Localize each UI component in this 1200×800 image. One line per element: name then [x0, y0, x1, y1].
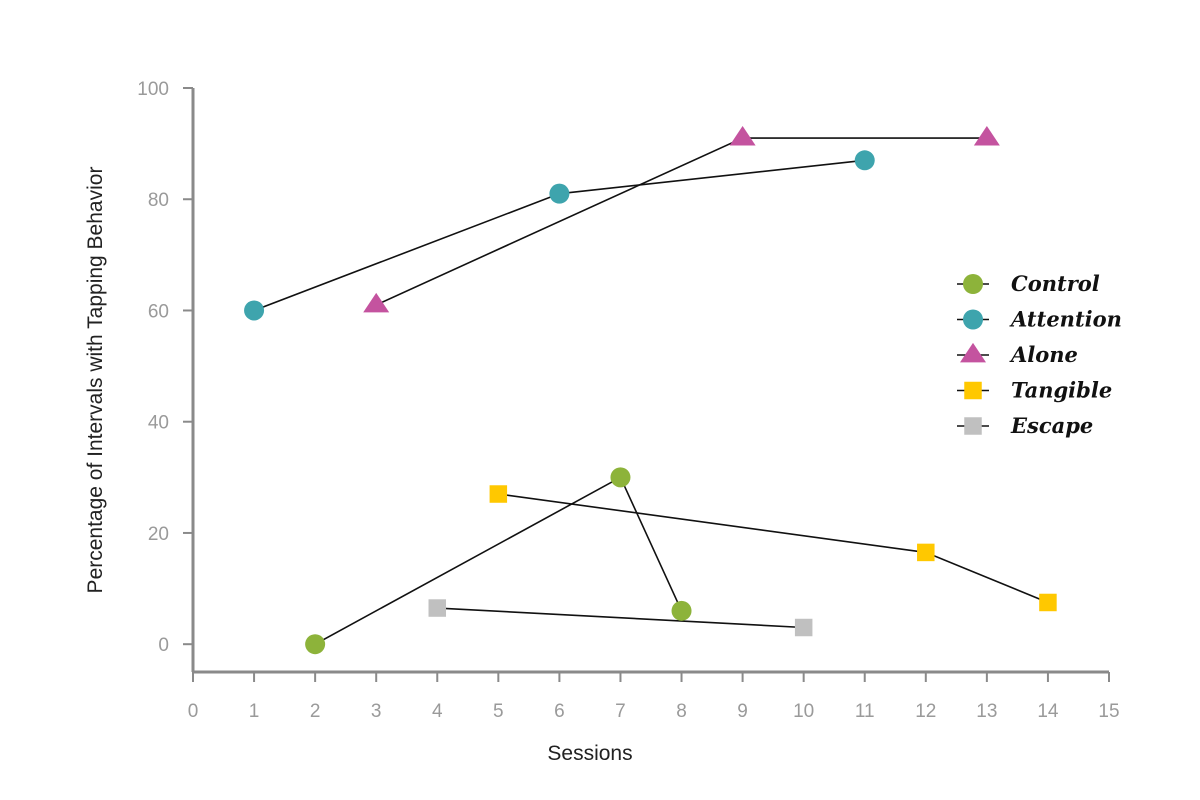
- data-point-tangible: [489, 485, 508, 503]
- legend-marker-escape: [964, 417, 982, 435]
- legend-label-alone: Alone: [1009, 342, 1078, 367]
- y-axis-title: Percentage of Intervals with Tapping Beh…: [84, 167, 107, 594]
- legend-marker-control: [963, 274, 983, 294]
- data-point-attention: [549, 183, 570, 204]
- data-point-tangible: [917, 543, 935, 562]
- data-point-escape: [794, 618, 813, 637]
- x-tick-label: 14: [1037, 701, 1059, 722]
- legend-item-escape: Escape: [957, 413, 1093, 438]
- legend-label-attention: Attention: [1009, 307, 1122, 332]
- series-line-alone: [375, 137, 987, 306]
- data-point-alone: [729, 125, 756, 146]
- legend: Control Attention Alone Tangible Escape: [957, 271, 1122, 438]
- x-tick-label: 3: [371, 701, 382, 722]
- x-tick-label: 0: [188, 701, 199, 722]
- data-point-attention: [854, 150, 875, 171]
- legend-item-control: Control: [957, 271, 1100, 296]
- y-tick-label: 20: [148, 524, 169, 545]
- y-tick-label: 0: [158, 635, 169, 656]
- data-point-alone: [973, 125, 1000, 146]
- data-point-control: [305, 634, 326, 655]
- legend-item-alone: Alone: [957, 342, 1078, 367]
- x-tick-label: 9: [737, 701, 748, 722]
- y-tick-label: 80: [148, 190, 169, 211]
- x-tick-label: 8: [676, 701, 687, 722]
- x-tick-label: 1: [249, 701, 260, 722]
- legend-marker-attention: [963, 309, 983, 330]
- legend-marker-alone: [960, 342, 986, 363]
- data-point-tangible: [1039, 593, 1057, 612]
- x-tick-label: 5: [493, 701, 504, 722]
- x-tick-label: 13: [976, 701, 997, 722]
- x-tick-label: 2: [310, 701, 321, 722]
- y-tick-label: 60: [148, 301, 169, 322]
- y-tick-label: 40: [148, 413, 169, 434]
- data-point-attention: [244, 300, 265, 321]
- series-lines: [253, 137, 1049, 645]
- x-tick-label: 6: [554, 701, 565, 722]
- x-tick-label: 11: [855, 701, 875, 722]
- legend-item-attention: Attention: [957, 307, 1122, 332]
- series-line-escape: [437, 607, 804, 629]
- x-tick-label: 10: [793, 701, 814, 722]
- series-line-tangible: [498, 493, 1049, 604]
- x-tick-label: 15: [1098, 701, 1119, 722]
- x-tick-label: 7: [615, 701, 626, 722]
- legend-label-escape: Escape: [1010, 413, 1093, 438]
- series-line-attention: [253, 159, 865, 312]
- x-axis-title: Sessions: [547, 742, 632, 765]
- x-tick-label: 12: [915, 701, 936, 722]
- x-tick-label: 4: [432, 701, 443, 722]
- y-tick-label: 100: [137, 79, 169, 100]
- data-point-escape: [428, 599, 447, 617]
- data-point-alone: [363, 292, 390, 313]
- data-point-control: [671, 600, 692, 621]
- legend-label-control: Control: [1011, 271, 1100, 296]
- legend-item-tangible: Tangible: [957, 378, 1112, 403]
- legend-marker-tangible: [964, 381, 982, 400]
- data-point-control: [610, 467, 631, 488]
- series-markers: [244, 125, 1057, 655]
- legend-label-tangible: Tangible: [1011, 378, 1112, 403]
